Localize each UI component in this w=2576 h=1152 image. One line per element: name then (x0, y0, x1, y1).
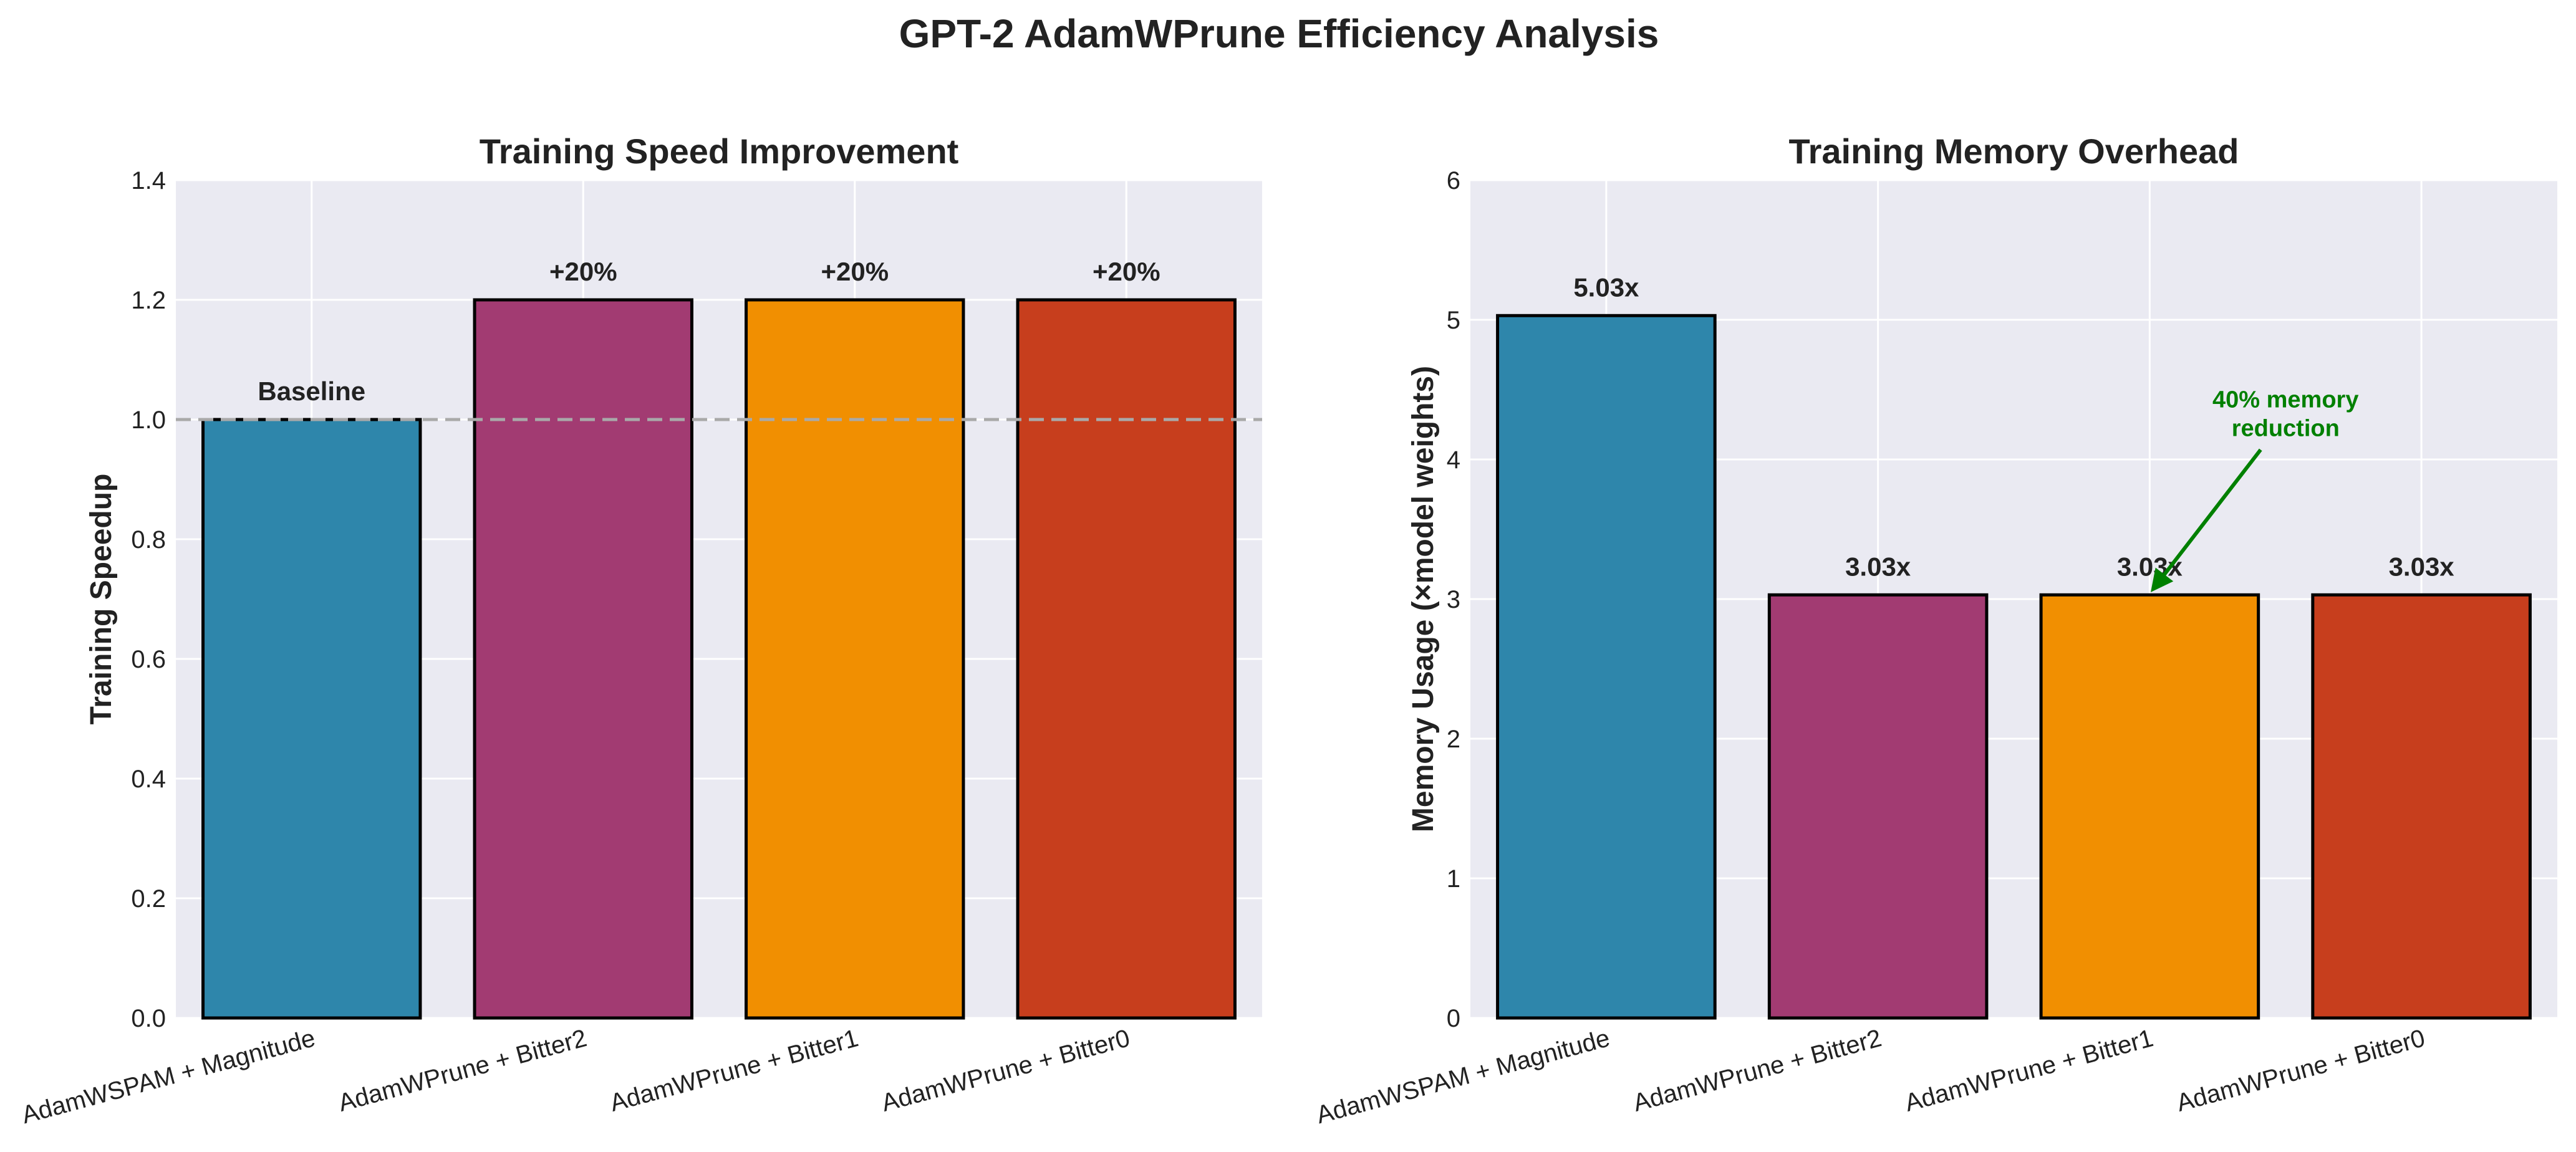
y-tick-label: 0 (1447, 1005, 1460, 1032)
bar (1016, 298, 1237, 1020)
bar-value-label: 3.03x (2117, 552, 2183, 581)
x-tick-label: AdamWPrune + Bitter1 (607, 1024, 861, 1117)
bar-value-label: 3.03x (2389, 552, 2455, 581)
bar-value-label: Baseline (258, 377, 365, 406)
x-tick-label: AdamWPrune + Bitter2 (1630, 1024, 1884, 1117)
x-tick-label: AdamWPrune + Bitter2 (335, 1024, 590, 1117)
bar (745, 298, 965, 1020)
bar (1496, 314, 1717, 1020)
memory-chart: 0 1 2 3 4 5 6 5.03x 3.03x 3.03x 3.03x AdamWSPAM + M… (1313, 132, 2557, 1129)
chart-title: Training Speed Improvement (480, 132, 959, 171)
chart-title: Training Memory Overhead (1789, 132, 2239, 171)
speed-chart: 0.0 0.2 0.4 0.6 0.8 1.0 1.2 1.4 Baseline +20% +20%… (19, 132, 1262, 1129)
y-tick-label: 1.2 (131, 287, 166, 314)
y-axis-label: Training Speedup (85, 474, 118, 725)
bar (201, 418, 422, 1020)
x-tick-label: AdamWSPAM + Magnitude (1313, 1024, 1613, 1129)
bar-value-label: 3.03x (1845, 552, 1911, 581)
x-tick-label: AdamWSPAM + Magnitude (19, 1024, 318, 1129)
y-tick-label: 4 (1447, 446, 1460, 474)
bar-value-label: +20% (821, 257, 889, 286)
bar-value-label: +20% (549, 257, 617, 286)
figure-title: GPT-2 AdamWPrune Efficiency Analysis (899, 11, 1659, 56)
y-tick-label: 3 (1447, 586, 1460, 613)
bar (2311, 593, 2532, 1020)
x-tick-label: AdamWPrune + Bitter0 (879, 1024, 1133, 1117)
bar (473, 298, 693, 1020)
x-tick-label: AdamWPrune + Bitter1 (1902, 1024, 2156, 1117)
y-tick-label: 0.2 (131, 885, 166, 913)
y-tick-label: 6 (1447, 167, 1460, 194)
annotation-text: 40% memory reduction (2212, 386, 2358, 441)
y-tick-label: 0.4 (131, 766, 166, 793)
y-tick-label: 1.4 (131, 167, 166, 194)
bar (1767, 593, 1989, 1020)
bar-value-label: 5.03x (1573, 272, 1639, 302)
x-tick-label: AdamWPrune + Bitter0 (2174, 1024, 2428, 1117)
annotation-arrow (2150, 448, 2262, 592)
y-tick-label: 5 (1447, 307, 1460, 334)
y-tick-label: 1 (1447, 865, 1460, 893)
y-axis-label: Memory Usage (×model weights) (1407, 366, 1440, 832)
y-tick-label: 0.0 (131, 1005, 166, 1032)
bar-value-label: +20% (1093, 257, 1160, 286)
y-tick-label: 0.8 (131, 526, 166, 554)
y-tick-label: 0.6 (131, 646, 166, 673)
bar (2039, 593, 2260, 1020)
y-tick-label: 1.0 (131, 406, 166, 434)
y-tick-label: 2 (1447, 726, 1460, 753)
